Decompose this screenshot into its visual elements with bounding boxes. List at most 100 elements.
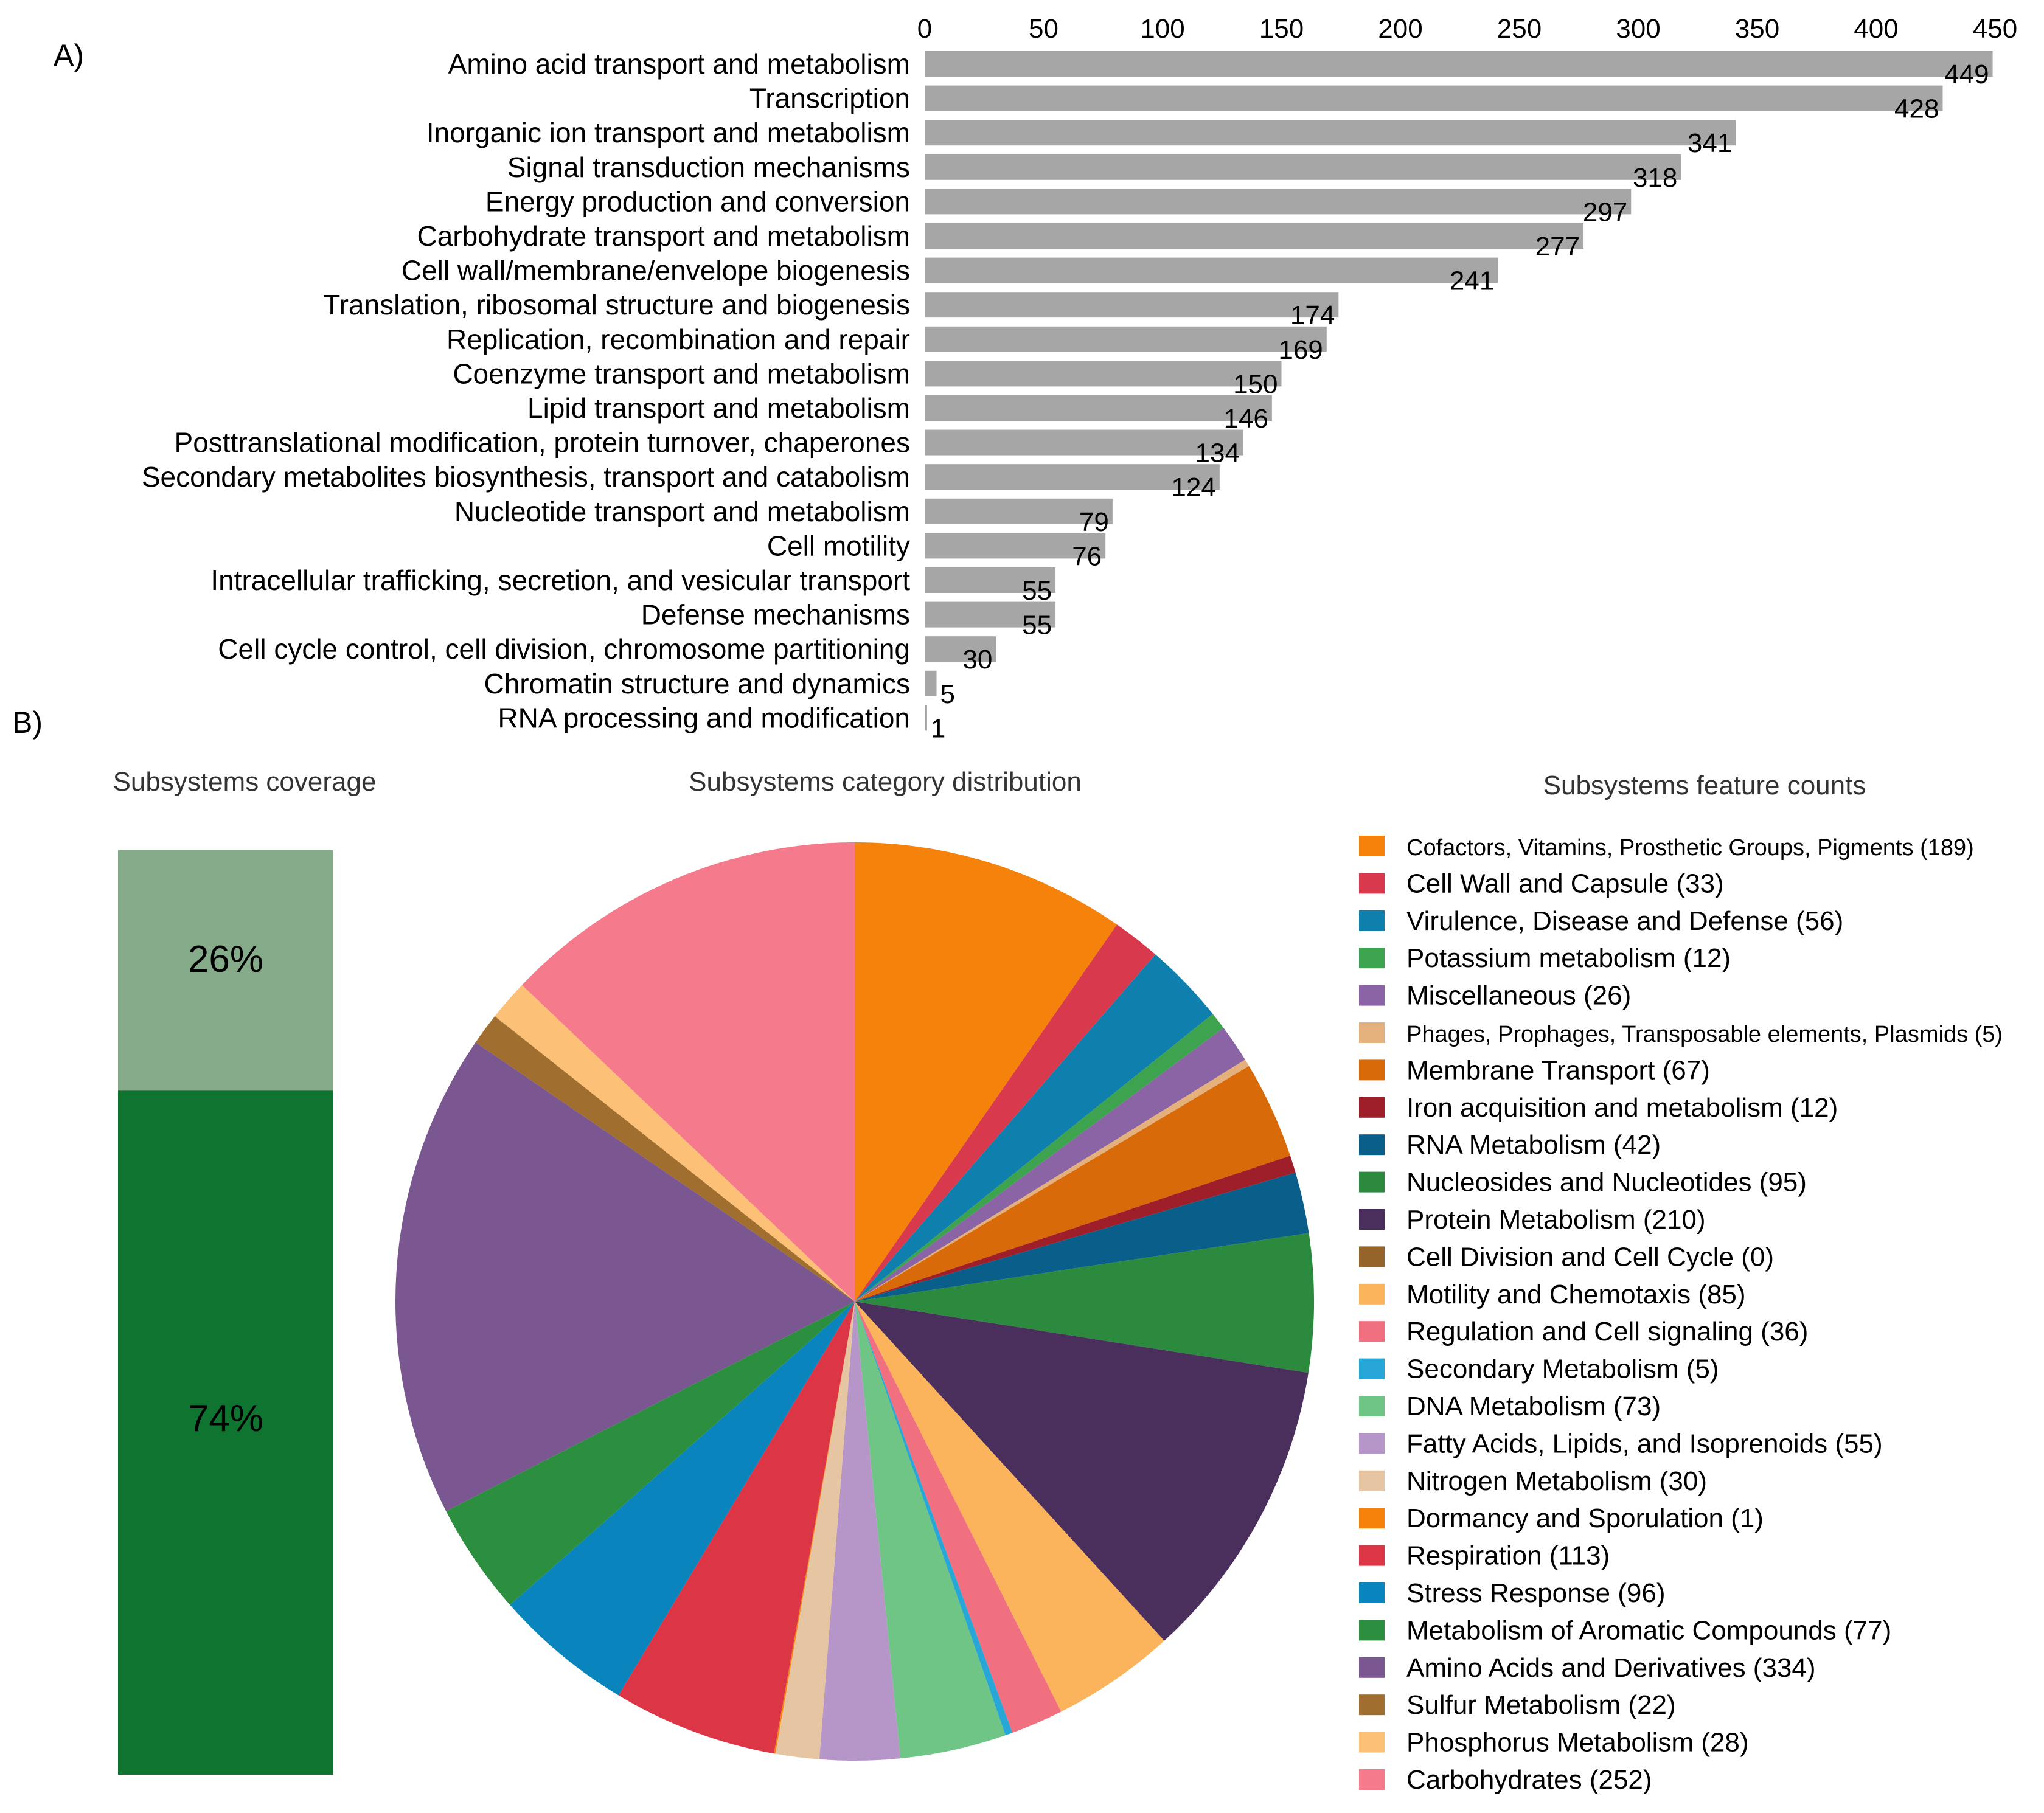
legend-swatch [1359,1358,1385,1379]
bar-value-label: 134 [1195,439,1240,468]
pie-slice [395,1042,855,1511]
legend-swatch [1359,1620,1385,1641]
legend-swatch [1359,1470,1385,1491]
bar [925,601,1056,628]
bar-value-label: 76 [1072,541,1102,571]
bar-value-label: 55 [1022,576,1052,606]
bar [925,120,1736,146]
bar-value-label: 449 [1944,60,1989,89]
pie-slice [521,842,855,1302]
pie-slice [775,1302,855,1759]
legend-label: Cofactors, Vitamins, Prosthetic Groups, … [1406,835,1974,861]
x-tick-label: 50 [1029,14,1058,44]
x-tick-label: 250 [1497,14,1542,44]
pie-slice [855,1014,1224,1302]
category-label: Coenzyme transport and metabolism [453,358,910,389]
legend-label: Phosphorus Metabolism (28) [1406,1728,1748,1758]
x-tick-label: 0 [917,14,932,44]
bar-value-label: 146 [1223,404,1268,434]
legend-label: Membrane Transport (67) [1406,1055,1710,1085]
legend-label: Cell Division and Cell Cycle (0) [1406,1242,1774,1272]
bar-value-label: 1 [931,713,945,743]
category-label: Secondary metabolites biosynthesis, tran… [142,461,910,493]
coverage-segment-label: 26% [188,938,263,980]
legend-label: Nucleosides and Nucleotides (95) [1406,1168,1807,1198]
bar [925,670,937,696]
x-tick-label: 100 [1140,14,1184,44]
legend-label: Secondary Metabolism (5) [1406,1354,1719,1384]
bar [925,292,1339,318]
legend-swatch [1359,873,1385,894]
bar-value-label: 150 [1233,369,1278,399]
pie-slice [855,842,1118,1302]
x-tick-label: 150 [1259,14,1304,44]
category-label: Transcription [749,83,910,114]
pie-slice [855,1302,1309,1641]
bar-value-label: 241 [1450,266,1494,296]
legend-label: Metabolism of Aromatic Compounds (77) [1406,1615,1891,1645]
bar [925,705,927,731]
legend-label: Nitrogen Metabolism (30) [1406,1466,1707,1496]
pie-slice [855,1302,1013,1736]
panel-b-label: B) [12,705,43,740]
legend-swatch [1359,1769,1385,1790]
legend-label: DNA Metabolism (73) [1406,1392,1661,1421]
legend-swatch [1359,1732,1385,1753]
legend-swatch [1359,1059,1385,1081]
legend-swatch [1359,1171,1385,1193]
pie-slice [618,1302,855,1754]
legend-swatch [1359,1097,1385,1118]
bar [925,464,1220,490]
pie-slice [495,985,855,1302]
category-label: Intracellular trafficking, secretion, an… [210,564,910,596]
bar-value-label: 318 [1633,163,1677,193]
bar [925,51,1993,77]
legend-label: Dormancy and Sporulation (1) [1406,1503,1764,1533]
panel-a-label: A) [54,38,84,72]
coverage-segment-label: 74% [188,1398,263,1440]
x-tick-label: 400 [1854,14,1898,44]
category-label: Defense mechanisms [641,599,910,631]
category-label: Nucleotide transport and metabolism [454,496,910,527]
category-label: Translation, ribosomal structure and bio… [323,289,910,321]
pie-slice [855,954,1213,1302]
bar-value-label: 79 [1079,507,1109,537]
legend-swatch [1359,1209,1385,1230]
bar-value-label: 55 [1022,611,1052,640]
bar [925,567,1056,593]
bar [925,498,1113,524]
legend-label: Respiration (113) [1406,1541,1610,1571]
legend-label: Miscellaneous (26) [1406,981,1631,1011]
legend-title: Subsystems feature counts [1543,771,1866,800]
legend-label: Potassium metabolism (12) [1406,943,1731,973]
bar [925,154,1681,180]
legend-swatch [1359,1246,1385,1267]
legend-label: Sulfur Metabolism (22) [1406,1690,1676,1720]
pie-slice [855,1233,1314,1373]
category-label: Lipid transport and metabolism [527,392,910,424]
x-tick-label: 350 [1735,14,1779,44]
legend-label: Amino Acids and Derivatives (334) [1406,1653,1816,1683]
legend-swatch [1359,836,1385,856]
bar-value-label: 341 [1688,128,1732,158]
bar-value-label: 5 [940,679,955,709]
category-label: Carbohydrate transport and metabolism [417,220,910,252]
legend-swatch [1359,1134,1385,1156]
legend-label: Virulence, Disease and Defense (56) [1406,906,1843,936]
legend-swatch [1359,1396,1385,1416]
legend-swatch [1359,1321,1385,1342]
pie-title: Subsystems category distribution [689,767,1082,797]
bar [925,395,1272,421]
category-label: Posttranslational modification, protein … [175,427,910,459]
bar [925,361,1282,387]
legend-label: Iron acquisition and metabolism (12) [1406,1093,1838,1123]
bar [925,257,1498,283]
category-label: Chromatin structure and dynamics [484,668,910,699]
pie-slice [475,1016,855,1302]
pie-slice [855,1066,1290,1302]
pie-slice [819,1302,901,1761]
legend-label: Protein Metabolism (210) [1406,1205,1706,1235]
legend-label: Regulation and Cell signaling (36) [1406,1317,1808,1347]
panel-b-subsystems: B) Subsystems coverage 26% 74% Subsystems… [12,705,2003,1795]
